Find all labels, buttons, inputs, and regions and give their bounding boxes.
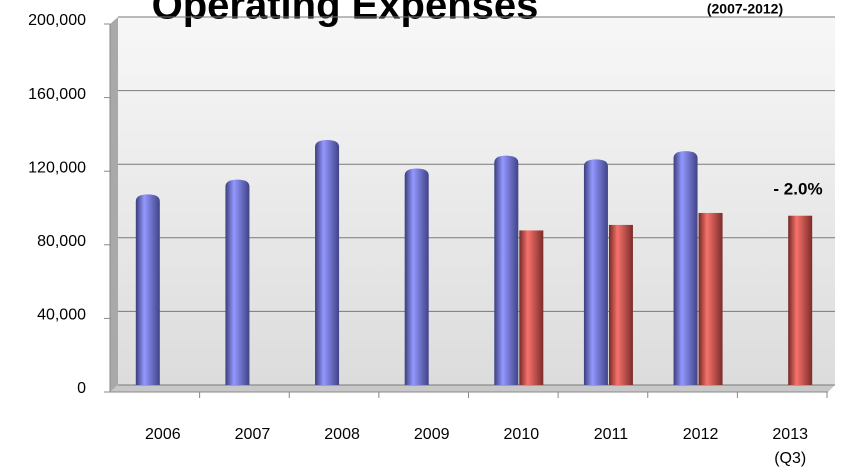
bar <box>404 168 429 385</box>
y-tick-label: 160,000 <box>28 86 86 103</box>
bar <box>315 140 340 385</box>
chart-title: Operating Expenses <box>152 0 539 28</box>
y-tick-label: 80,000 <box>37 233 86 250</box>
plot-floor <box>110 385 835 392</box>
annotation: - 2.0% <box>773 179 822 198</box>
x-tick-label: 2011 <box>594 426 629 443</box>
bar <box>788 215 813 385</box>
x-tick-label: 2009 <box>414 426 450 443</box>
bar <box>583 159 608 385</box>
x-tick-label: 2007 <box>235 426 271 443</box>
x-tick-label: 2012 <box>683 426 719 443</box>
bar <box>135 194 160 385</box>
bar <box>225 179 250 385</box>
bar <box>519 230 544 385</box>
y-tick-label: 0 <box>77 380 86 397</box>
bar <box>494 155 519 385</box>
x-tick-label: 2013 (Q3) <box>772 426 808 467</box>
x-tick-label: 2010 <box>504 426 540 443</box>
plot-side-wall <box>110 17 118 392</box>
plot-back <box>118 17 835 385</box>
bar <box>698 212 723 385</box>
y-tick-label: 200,000 <box>28 12 86 29</box>
chart-subtitle: (2007-2012) <box>707 1 783 17</box>
y-tick-label: 40,000 <box>37 307 86 324</box>
x-tick-label: 2006 <box>145 426 181 443</box>
bar <box>608 224 633 385</box>
x-tick-label: 2008 <box>324 426 360 443</box>
bar <box>673 151 698 385</box>
y-tick-label: 120,000 <box>28 159 86 176</box>
